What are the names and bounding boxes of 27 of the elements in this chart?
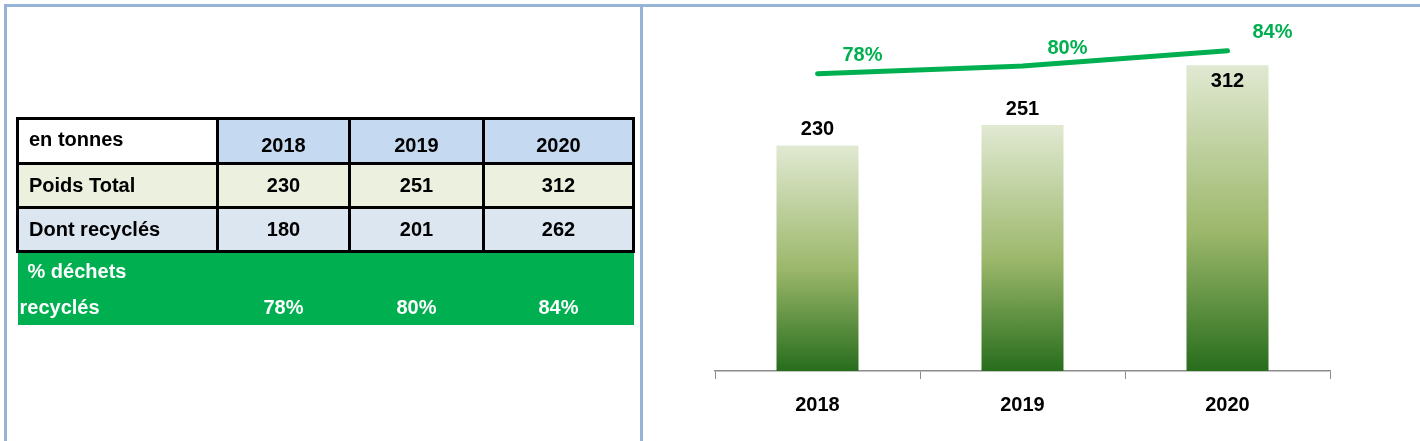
data-label: 78% <box>842 43 883 66</box>
category-label: 2018 <box>217 118 350 164</box>
data-label: 312 <box>483 163 634 208</box>
data-label: 78% <box>262 295 305 320</box>
x-tick-label: 2019 <box>1000 392 1045 415</box>
data-label: 251 <box>349 163 484 208</box>
table-row: Dont recyclés 180 201 262 <box>17 207 634 252</box>
data-label: 201 <box>349 207 484 252</box>
table-row: Poids Total 230 251 312 <box>17 163 634 208</box>
data-label: 230 <box>217 163 350 208</box>
data-label: 262 <box>483 207 634 252</box>
series-label: Poids Total <box>29 174 136 196</box>
text: en tonnes <box>17 118 218 164</box>
data-label: 312 <box>1210 68 1245 91</box>
x-tick-label: 2020 <box>1205 392 1250 415</box>
data-label: 84% <box>537 295 580 320</box>
data-label: 180 <box>217 207 350 252</box>
data-label: 251 <box>1005 96 1040 119</box>
data-label: 80% <box>1047 35 1088 58</box>
data-label: 80% <box>395 295 438 320</box>
category-label: 2019 <box>349 118 484 164</box>
data-label: 230 <box>800 117 835 140</box>
data-label: 84% <box>1252 20 1293 43</box>
series-label: % déchets recyclés <box>19 259 128 320</box>
series-label: Dont recyclés <box>29 218 161 240</box>
x-tick-label: 2018 <box>795 392 840 415</box>
category-label: 2020 <box>483 118 634 164</box>
